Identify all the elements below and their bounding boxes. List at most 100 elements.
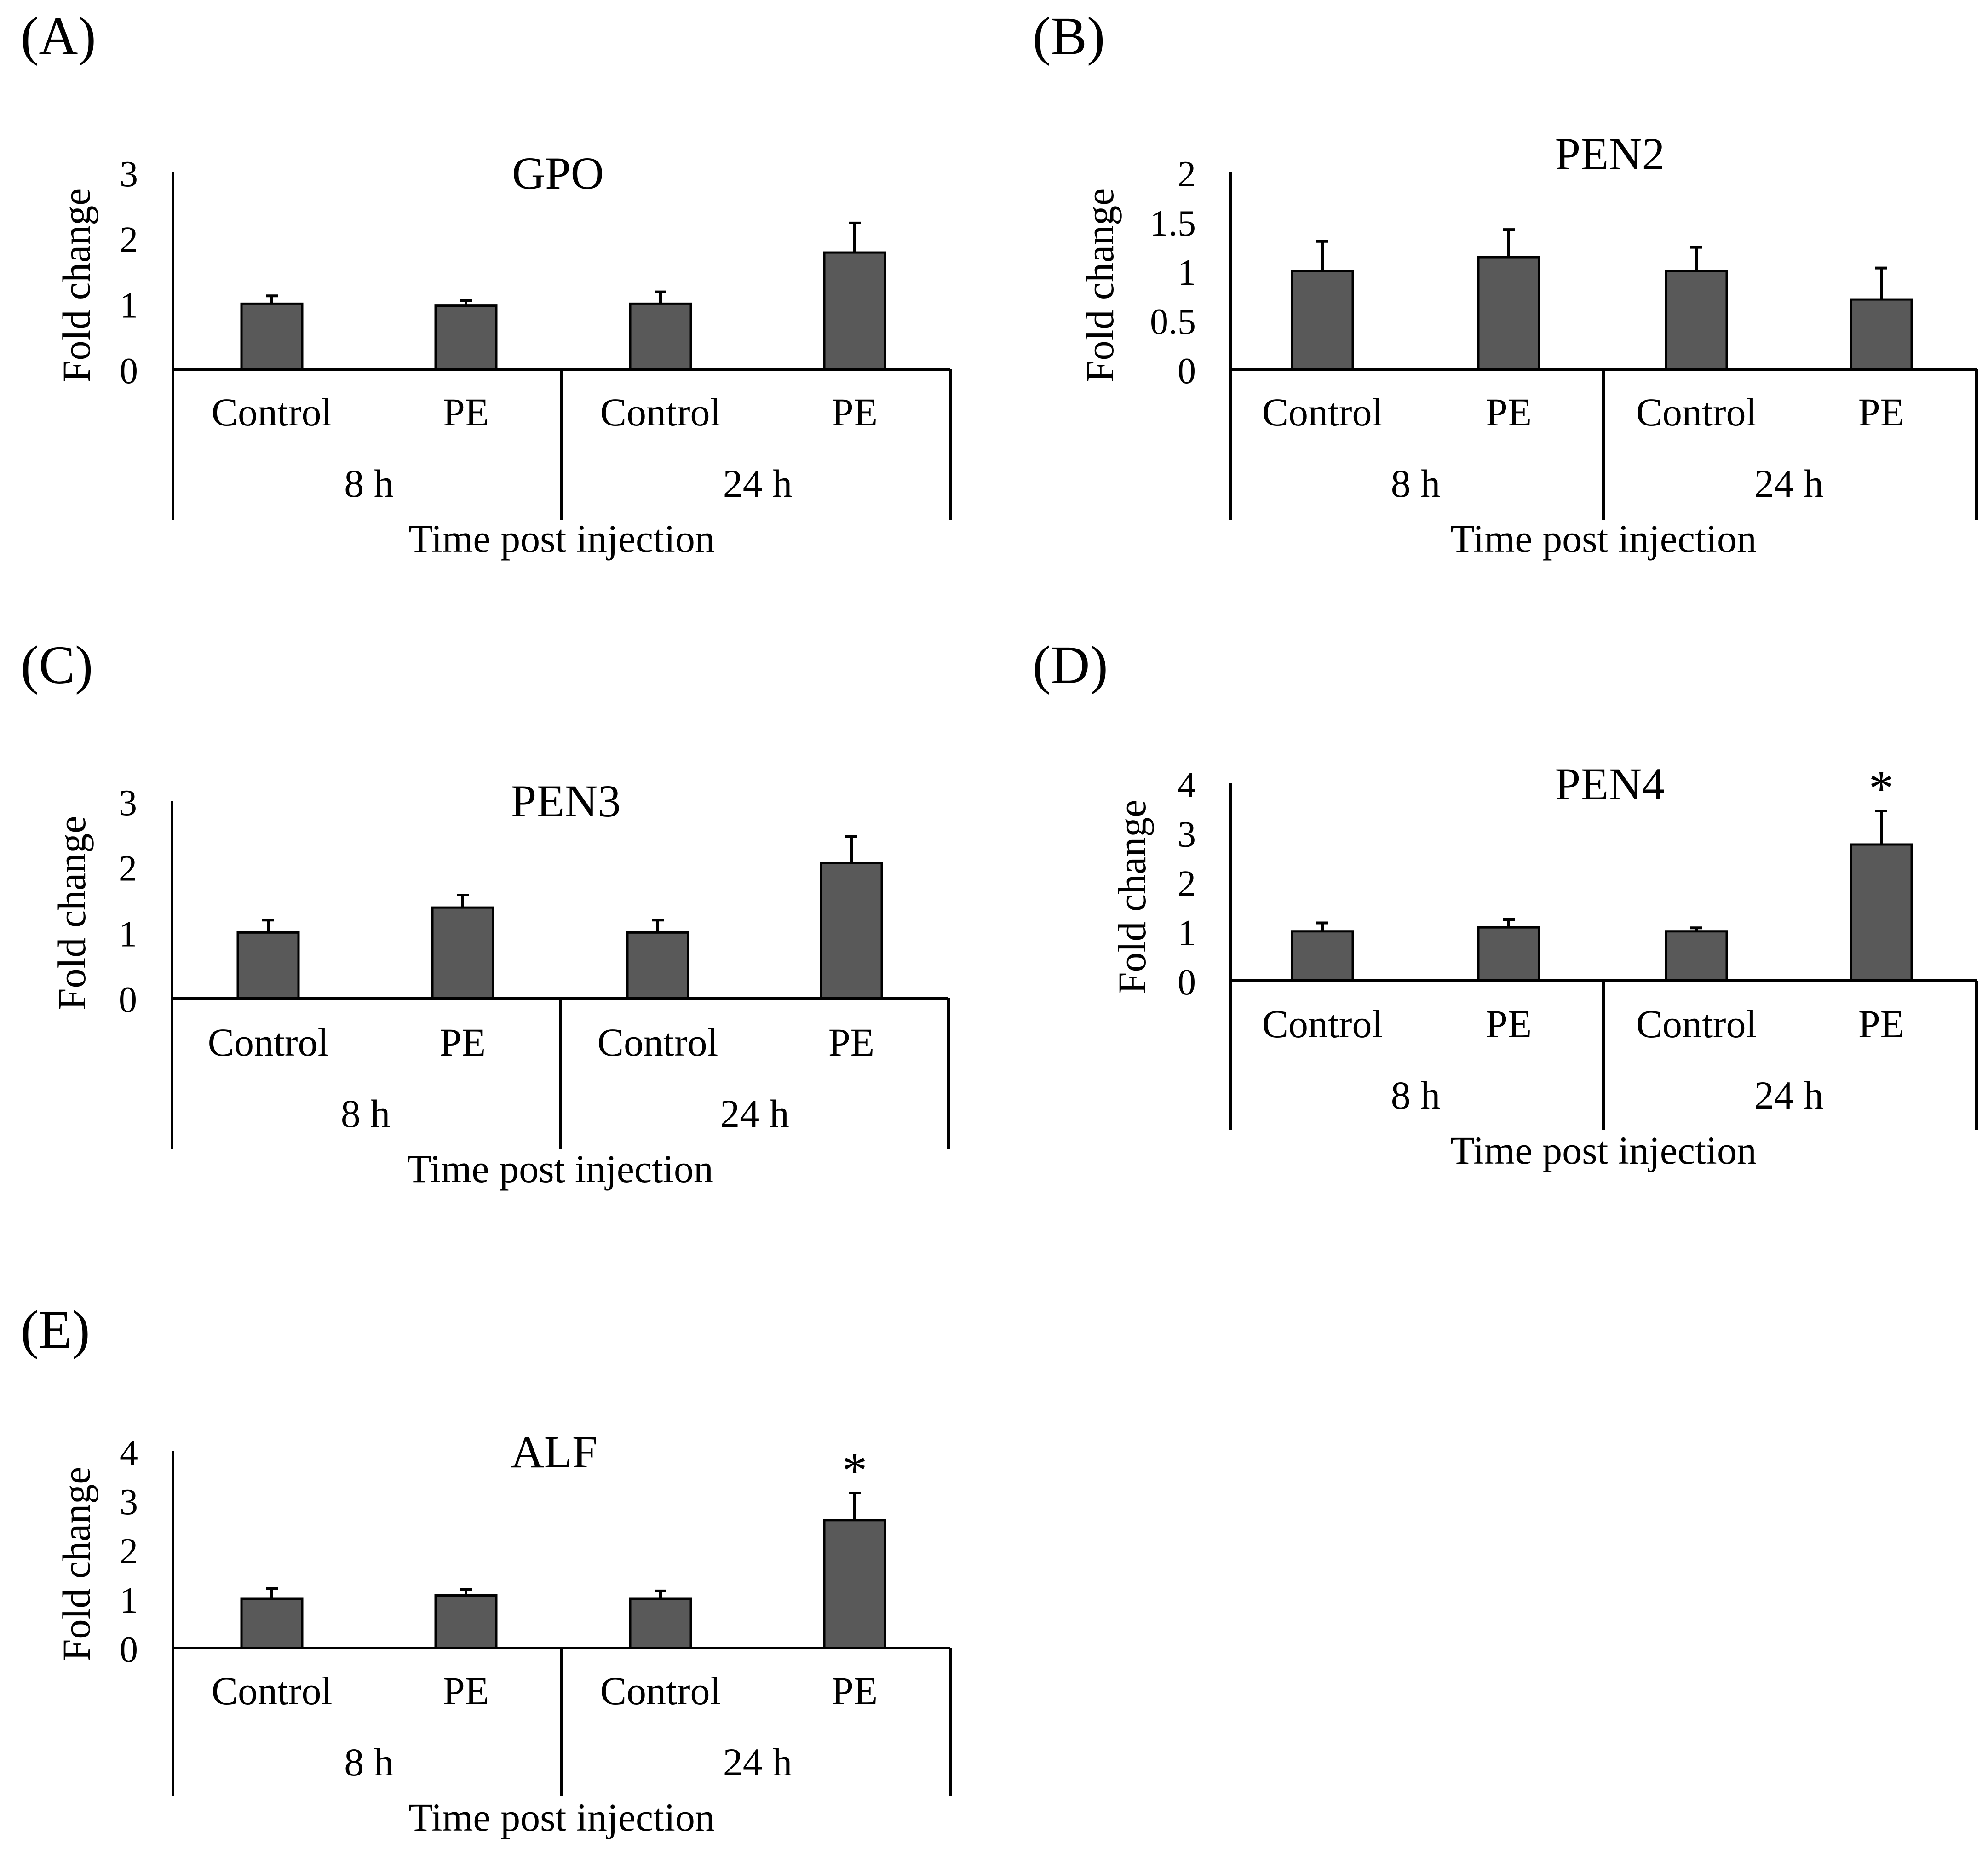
x-tick-label: PE <box>443 1669 489 1713</box>
y-tick-label: 0 <box>120 351 138 391</box>
y-tick-label: 1 <box>120 285 138 326</box>
x-axis-label: Time post injection <box>407 1147 713 1191</box>
x-tick-label: Control <box>600 1669 721 1713</box>
chart-title: ALF <box>511 1426 598 1477</box>
y-tick-label: 3 <box>1178 814 1196 855</box>
y-tick-label: 0 <box>1178 351 1196 391</box>
chart-panel: (B) PEN2 0 0.5 1 1.5 2 Fold change Control PE Cont… <box>1033 6 1978 561</box>
y-tick-label: 2 <box>120 220 138 260</box>
chart-panel: (A) GPO 0 1 2 3 Fold change Control PE Control PE 8… <box>21 6 952 561</box>
y-axis-label: Fold change <box>1078 188 1122 383</box>
chart-title: PEN2 <box>1555 128 1665 179</box>
bar <box>1850 298 1913 371</box>
bar <box>240 1597 304 1649</box>
y-axis-label: Fold change <box>54 188 98 383</box>
x-group-label: 8 h <box>341 1091 391 1136</box>
bar <box>434 304 498 371</box>
significance-marker: * <box>842 1442 868 1499</box>
x-axis-label: Time post injection <box>1450 1128 1757 1172</box>
y-tick-label: 0 <box>120 1630 138 1670</box>
y-axis-label: Fold change <box>54 1467 98 1661</box>
chart-panel: (C) PEN3 0 1 2 3 Fold change Control PE Control PE… <box>21 635 950 1191</box>
x-tick-label: Control <box>598 1020 718 1064</box>
significance-marker: * <box>1869 760 1894 816</box>
y-tick-label: 3 <box>119 783 137 823</box>
x-tick-label: PE <box>1858 1002 1904 1046</box>
x-group-label: 24 h <box>1754 1073 1824 1117</box>
y-tick-label: 0 <box>119 980 137 1020</box>
x-axis-label: Time post injection <box>1450 517 1757 561</box>
x-tick-label: Control <box>1636 1002 1757 1046</box>
bar <box>1477 926 1540 982</box>
x-tick-label: Control <box>600 390 721 434</box>
x-tick-label: PE <box>832 1669 878 1713</box>
x-tick-label: Control <box>1636 390 1757 434</box>
y-axis-label: Fold change <box>50 816 94 1011</box>
x-group-label: 8 h <box>344 1740 394 1784</box>
bar <box>1665 930 1728 982</box>
x-tick-label: PE <box>828 1020 874 1064</box>
y-tick-label: 1 <box>1178 253 1196 293</box>
chart-panel: (E) ALF 0 1 2 3 4 Fold change * Control PE Control P… <box>21 1299 952 1839</box>
y-tick-label: 1 <box>1178 913 1196 954</box>
panel-label: (B) <box>1033 6 1105 66</box>
x-tick-label: PE <box>1858 390 1904 434</box>
y-tick-label: 0.5 <box>1150 302 1196 342</box>
x-tick-label: Control <box>212 390 333 434</box>
bar <box>1850 843 1913 982</box>
x-tick-label: Control <box>212 1669 333 1713</box>
y-tick-label: 1 <box>119 914 137 954</box>
bar <box>823 251 886 371</box>
chart-title: GPO <box>512 148 604 199</box>
x-tick-label: PE <box>832 390 878 434</box>
bar <box>431 906 494 1000</box>
x-axis-label: Time post injection <box>408 517 715 561</box>
x-group-label: 24 h <box>720 1091 789 1136</box>
panel-label: (C) <box>21 635 93 695</box>
x-tick-label: PE <box>1486 390 1532 434</box>
x-axis-label: Time post injection <box>408 1795 715 1839</box>
chart-panel: (D) PEN4 0 1 2 3 4 Fold change * Control PE Control… <box>1033 635 1978 1172</box>
bar <box>434 1594 498 1649</box>
bar <box>626 931 689 1000</box>
panel-label: (E) <box>21 1299 90 1360</box>
x-group-label: 8 h <box>1391 461 1441 506</box>
y-axis-label: Fold change <box>1110 800 1154 994</box>
x-tick-label: PE <box>440 1020 486 1064</box>
bar <box>1291 270 1354 371</box>
y-tick-label: 0 <box>1178 962 1196 1003</box>
x-tick-label: PE <box>443 390 489 434</box>
panel-label: (A) <box>21 6 96 66</box>
x-group-label: 8 h <box>344 461 394 506</box>
bar <box>236 931 300 1000</box>
bar <box>1291 930 1354 982</box>
x-tick-label: Control <box>1262 1002 1383 1046</box>
chart-title: PEN4 <box>1555 758 1665 810</box>
bar <box>1477 256 1540 371</box>
y-tick-label: 2 <box>119 849 137 889</box>
bar <box>240 302 304 371</box>
chart-title: PEN3 <box>511 776 621 827</box>
bar <box>820 862 883 1000</box>
x-tick-label: PE <box>1486 1002 1532 1046</box>
x-group-label: 8 h <box>1391 1073 1441 1117</box>
bar <box>629 1597 692 1649</box>
panel-label: (D) <box>1033 635 1108 695</box>
x-tick-label: Control <box>1262 390 1383 434</box>
y-tick-label: 2 <box>1178 864 1196 904</box>
x-tick-label: Control <box>208 1020 329 1064</box>
bar <box>629 302 692 371</box>
bar <box>823 1519 886 1649</box>
x-group-label: 24 h <box>723 461 793 506</box>
y-tick-label: 2 <box>120 1531 138 1572</box>
y-tick-label: 2 <box>1178 154 1196 195</box>
x-group-label: 24 h <box>1754 461 1824 506</box>
y-tick-label: 1.5 <box>1150 203 1196 244</box>
x-group-label: 24 h <box>723 1740 793 1784</box>
y-tick-label: 3 <box>120 154 138 195</box>
y-tick-label: 4 <box>120 1433 138 1473</box>
y-tick-label: 4 <box>1178 765 1196 805</box>
bar <box>1665 270 1728 371</box>
y-tick-label: 3 <box>120 1482 138 1522</box>
